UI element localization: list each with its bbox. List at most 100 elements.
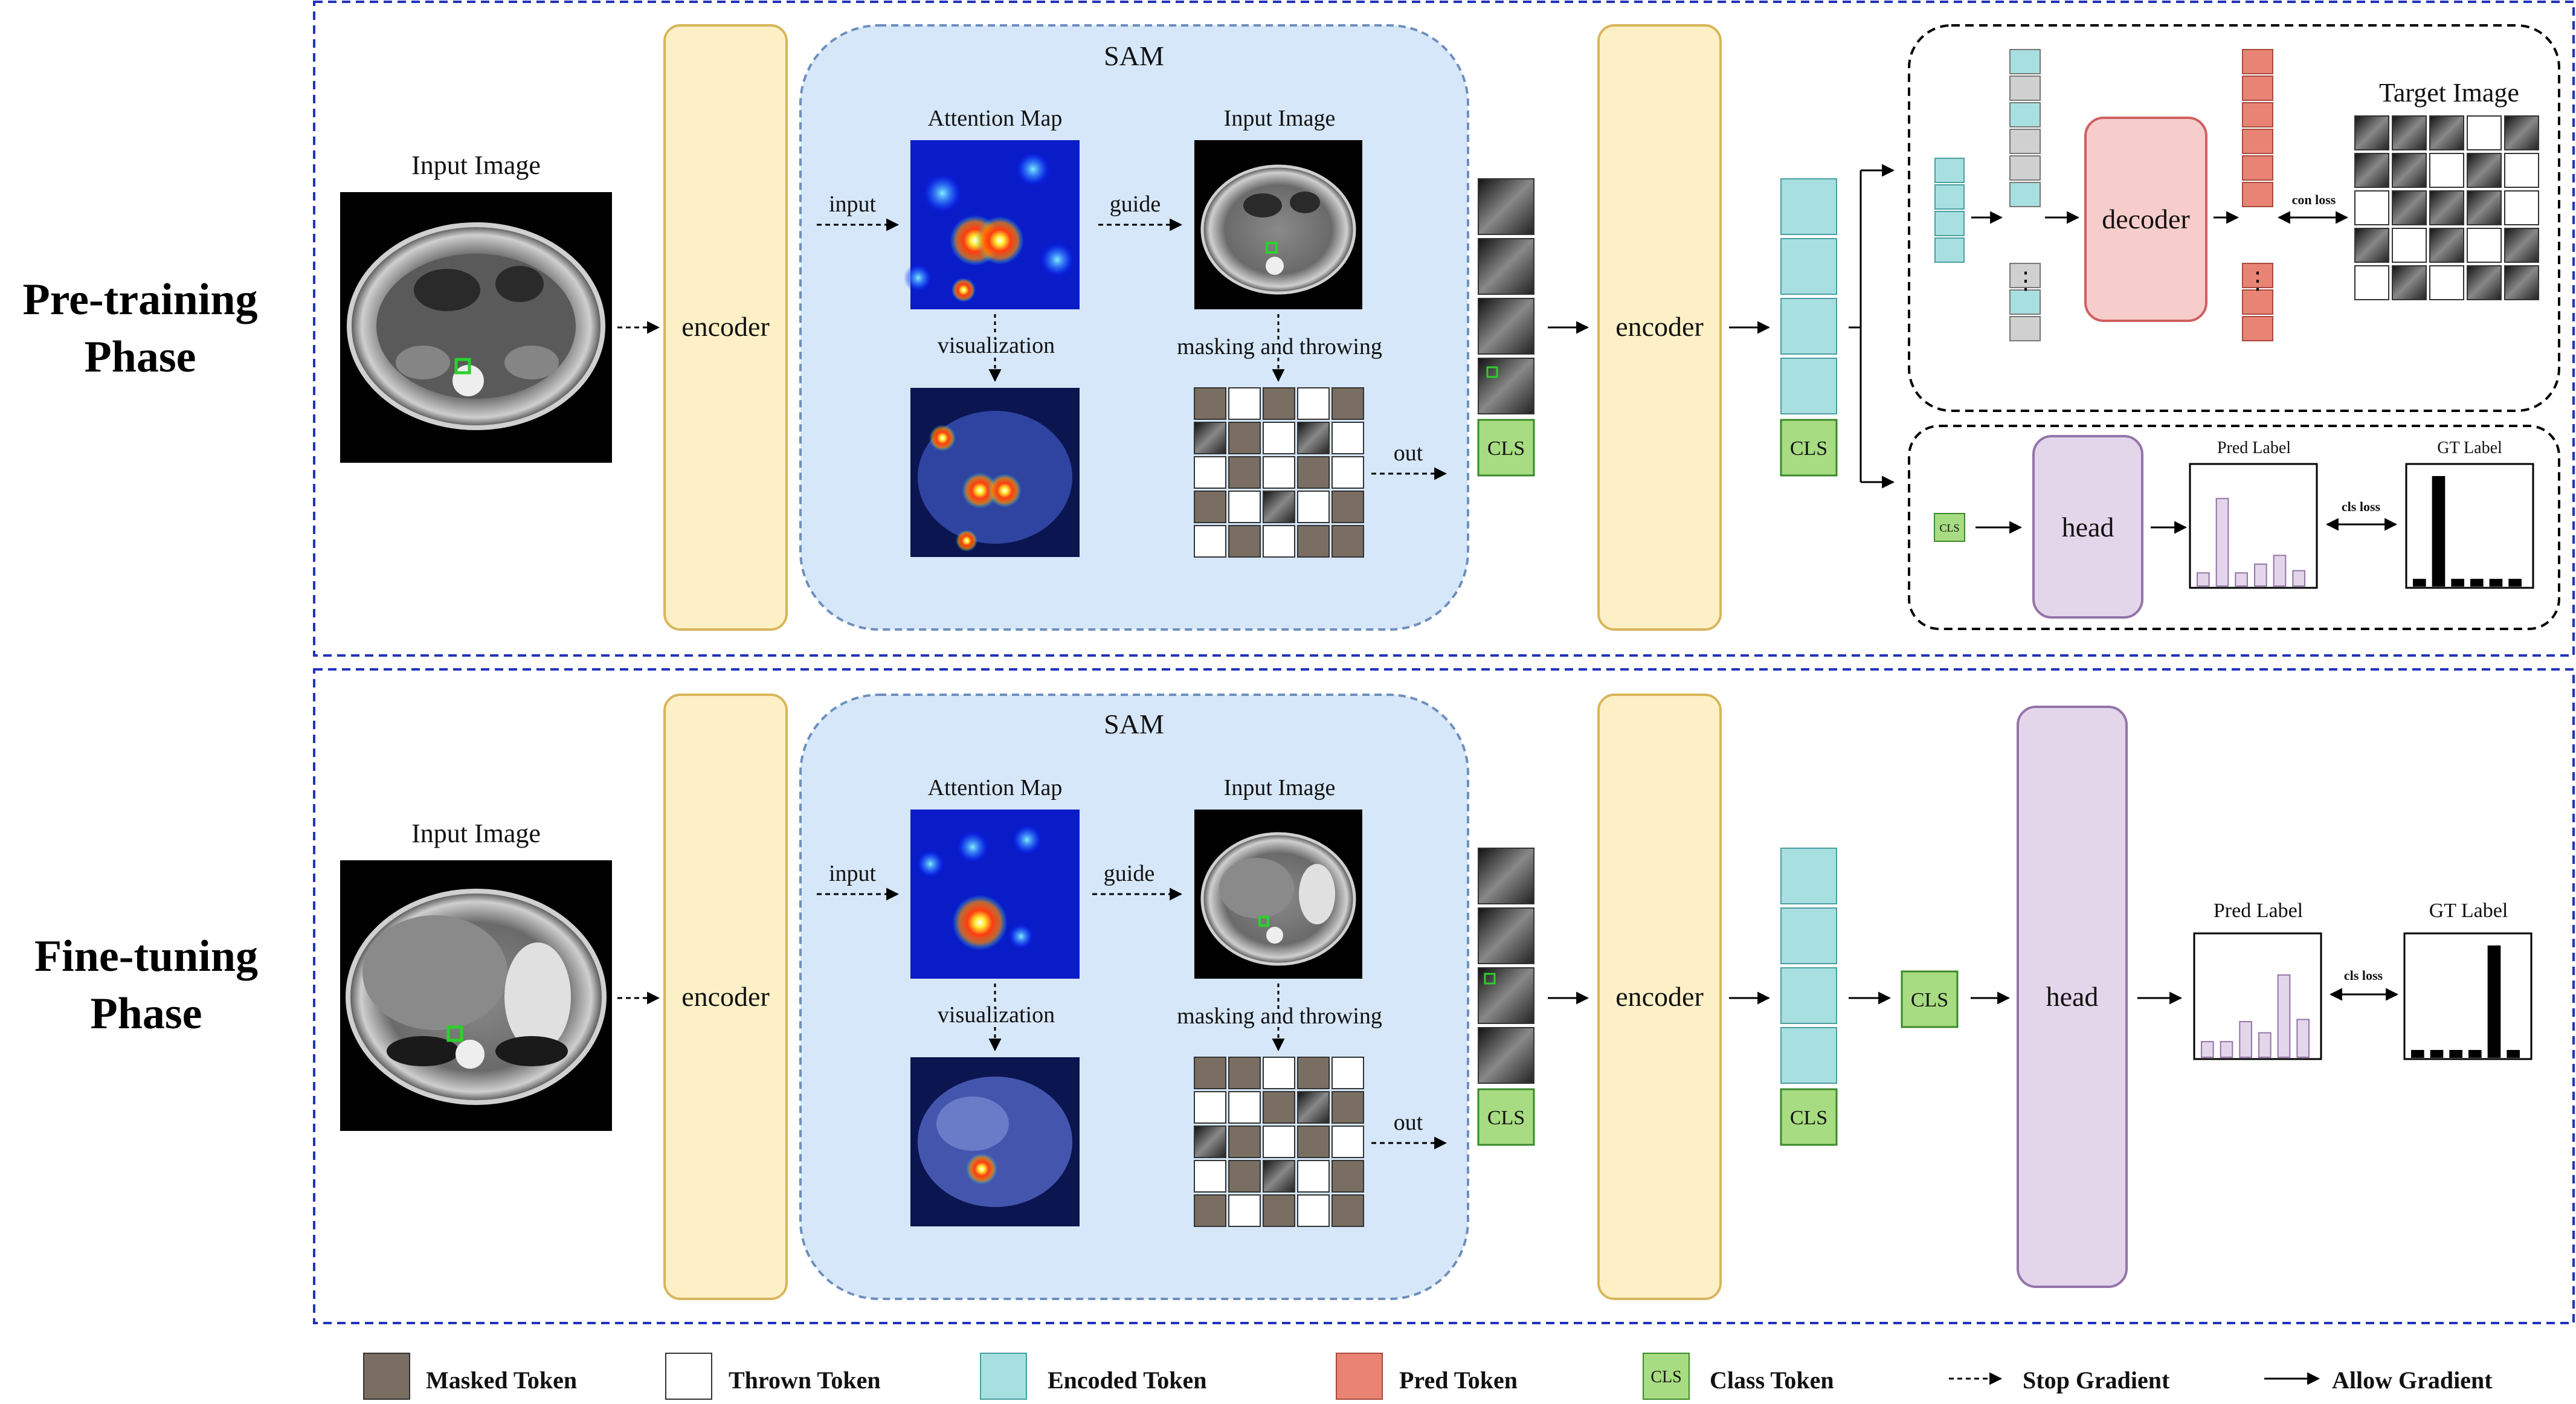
- pretrain-con-loss-label: con loss: [2292, 192, 2336, 207]
- histogram-bar: [2413, 579, 2426, 587]
- grid-cell: [1297, 456, 1330, 489]
- grid-cell: [1194, 1125, 1226, 1158]
- pretrain-encoder-2-label: encoder: [1615, 311, 1704, 342]
- pretrain-cls-token-in-label: CLS: [1487, 437, 1525, 460]
- grid-cell: [1194, 456, 1226, 489]
- grid-cell: [1228, 387, 1261, 420]
- histogram-bar: [2296, 1019, 2310, 1058]
- pretrain-kept-patches: [1478, 178, 1534, 414]
- histogram-bar: [2254, 563, 2267, 587]
- legend-thrown-label: Thrown Token: [729, 1367, 881, 1394]
- token: [2242, 289, 2273, 315]
- grid-cell: [1228, 422, 1261, 454]
- finetune-encoder-2: [1597, 694, 1722, 1300]
- grid-cell: [1331, 422, 1364, 454]
- finetune-phase-title-line1: Fine-tuning: [34, 932, 258, 981]
- grid-cell: [2392, 153, 2427, 188]
- finetune-sam-box: [799, 694, 1469, 1300]
- finetune-gt-label-title: GT Label: [2429, 900, 2508, 922]
- pretrain-cls-token-in: [1477, 419, 1535, 477]
- grid-cell: [2504, 265, 2539, 300]
- pretrain-sam-input-image: [1194, 140, 1362, 309]
- grid-cell: [1297, 1125, 1330, 1158]
- pretrain-pred-token-ellipsis: ⋮: [2246, 267, 2270, 294]
- grid-cell: [1331, 1125, 1364, 1158]
- grid-cell: [1263, 1194, 1295, 1227]
- grid-cell: [1331, 491, 1364, 523]
- legend-encoded-label: Encoded Token: [1048, 1367, 1206, 1394]
- pretrain-input-image-label: Input Image: [411, 150, 541, 180]
- grid-cell: [2467, 265, 2502, 300]
- pretrain-encoder-1-label: encoder: [681, 311, 770, 342]
- legend-class-label: Class Token: [1710, 1367, 1834, 1394]
- grid-cell: [1194, 1194, 1226, 1227]
- grid-cell: [2392, 115, 2427, 150]
- finetune-visualization-label: visualization: [938, 1002, 1055, 1028]
- histogram-bar: [2430, 1049, 2444, 1058]
- token: [2242, 316, 2273, 341]
- pretrain-encoded-token-column-small: [1934, 158, 1965, 263]
- histogram-bar: [2449, 1049, 2462, 1058]
- grid-cell: [2429, 265, 2464, 300]
- grid-cell: [1297, 1160, 1330, 1193]
- pretrain-encoder-2: [1597, 24, 1722, 631]
- grid-cell: [1263, 422, 1295, 454]
- grid-cell: [1194, 1057, 1226, 1089]
- token: [2009, 263, 2041, 288]
- grid-cell: [1263, 1057, 1295, 1089]
- finetune-out-label: out: [1394, 1110, 1423, 1135]
- pretrain-phase-title-line1: Pre-training: [22, 275, 257, 324]
- legend-class-swatch: [1643, 1353, 1690, 1400]
- histogram-bar: [2215, 498, 2229, 587]
- pretrain-classification-box: [1908, 425, 2560, 630]
- finetune-encoder-1: [663, 694, 788, 1300]
- token: [2242, 76, 2273, 101]
- grid-cell: [1331, 1091, 1364, 1124]
- pretrain-target-image-label: Target Image: [2379, 78, 2519, 108]
- grid-cell: [1331, 387, 1364, 420]
- grid-cell: [2504, 228, 2539, 263]
- grid-cell: [1331, 525, 1364, 558]
- token: [2009, 102, 2041, 127]
- grid-cell: [1228, 1194, 1261, 1227]
- pretrain-full-token-column: [2009, 49, 2041, 341]
- grid-cell: [2354, 115, 2389, 150]
- finetune-pred-label-title: Pred Label: [2214, 900, 2303, 922]
- pretrain-head-label: head: [2062, 512, 2114, 543]
- pretrain-out-label: out: [1394, 440, 1423, 466]
- grid-cell: [1228, 491, 1261, 523]
- pretrain-branch-arrows: [1849, 164, 1895, 489]
- grid-cell: [2504, 153, 2539, 188]
- token: [2009, 316, 2041, 341]
- grid-cell: [2429, 153, 2464, 188]
- finetune-pred-label-histogram: [2193, 932, 2322, 1060]
- pretrain-cls-token-encoded-label: CLS: [1790, 437, 1827, 460]
- grid-cell: [2467, 190, 2502, 225]
- pretrain-visualization-image: [910, 388, 1080, 557]
- grid-cell: [2354, 228, 2389, 263]
- legend-masked-label: Masked Token: [426, 1367, 577, 1394]
- pretrain-masking-and-throwing-label: masking and throwing: [1177, 334, 1382, 359]
- finetune-sam-label: SAM: [1104, 709, 1164, 739]
- grid-cell: [2429, 115, 2464, 150]
- grid-cell: [1263, 1125, 1295, 1158]
- pretrain-cls-token-small-label: CLS: [1939, 522, 1959, 534]
- pretrain-visualization-label: visualization: [938, 333, 1055, 358]
- histogram-bar: [2451, 579, 2464, 587]
- grid-cell: [1297, 525, 1330, 558]
- histogram-bar: [2487, 945, 2501, 1058]
- finetune-cls-token-out-label: CLS: [1911, 989, 1948, 1011]
- token: [2242, 155, 2273, 181]
- grid-cell: [1263, 456, 1295, 489]
- pretrain-cls-token-small: [1934, 513, 1965, 542]
- histogram-bar: [2235, 572, 2248, 587]
- finetune-gt-label-histogram: [2403, 932, 2533, 1060]
- grid-cell: [1297, 1194, 1330, 1227]
- grid-cell: [1297, 387, 1330, 420]
- legend-masked-swatch: [363, 1353, 410, 1400]
- grid-cell: [1297, 1091, 1330, 1124]
- finetune-attention-map: [910, 810, 1080, 979]
- pretrain-phase-title-line2: Phase: [85, 332, 196, 382]
- grid-cell: [2392, 265, 2427, 300]
- token: [2242, 182, 2273, 207]
